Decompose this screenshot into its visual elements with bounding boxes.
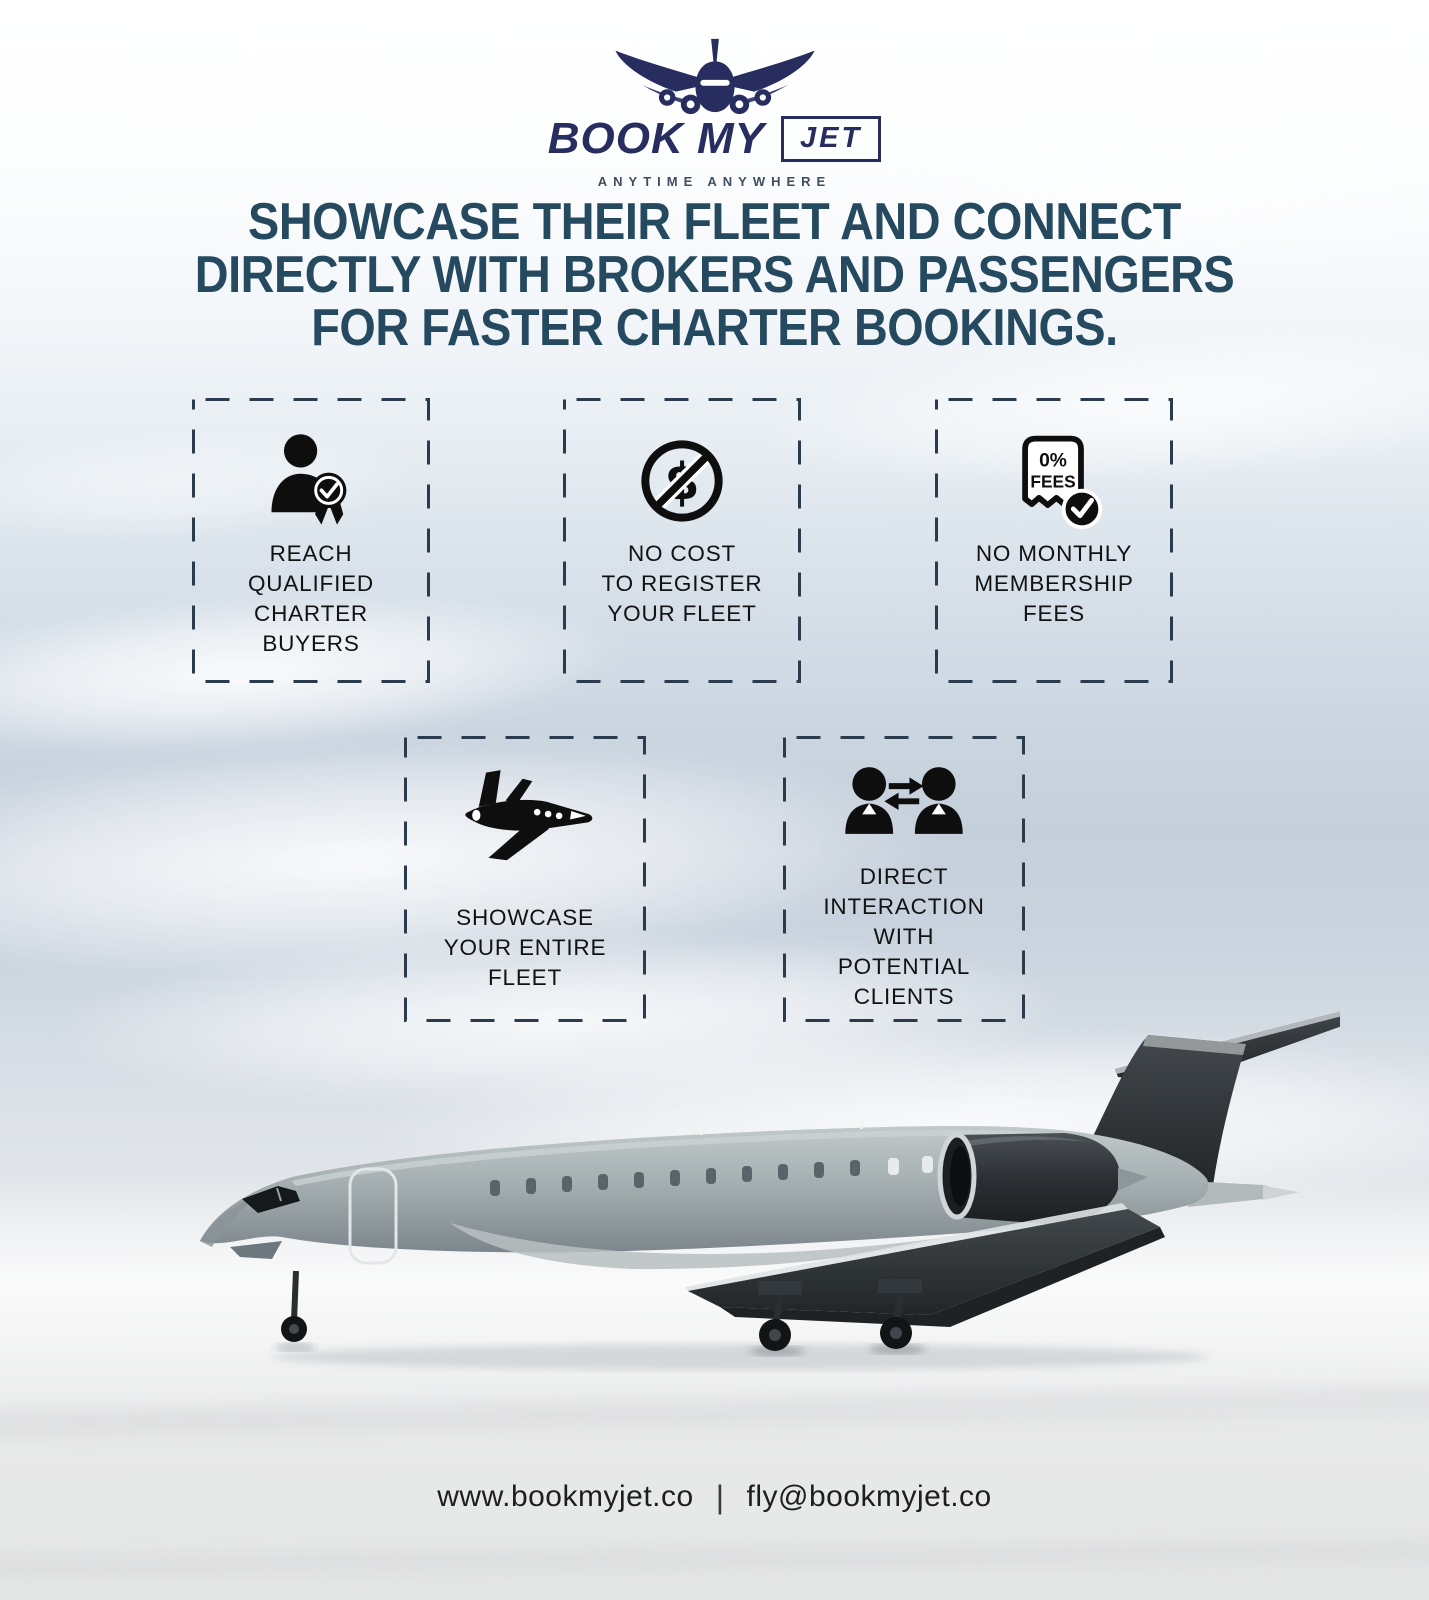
tarmac-streak (0, 1540, 1429, 1578)
no-cost-icon: $ (641, 439, 723, 522)
brand-text: BOOK MY (547, 114, 766, 163)
receipt-fees-text: FEES (1030, 471, 1075, 491)
feature-label: NO MONTHLY MEMBERSHIP FEES (974, 541, 1134, 626)
footer-email: fly@bookmyjet.co (746, 1480, 992, 1513)
zero-fees-receipt-icon: 0% FEES (1022, 435, 1103, 529)
dashed-border (192, 398, 430, 683)
feature-box-reach-buyers: REACH QUALIFIED CHARTER BUYERS (192, 398, 430, 683)
footer: www.bookmyjet.co | fly@bookmyjet.co (0, 1472, 1429, 1522)
client-interaction-icon (845, 767, 963, 834)
dashed-border (783, 736, 1025, 1022)
headline-line-3: FOR FASTER CHARTER BOOKINGS. (311, 299, 1118, 357)
qualified-buyer-badge-icon (271, 433, 347, 525)
dashed-border (935, 398, 1173, 683)
brand-tagline: ANYTIME ANYWHERE (597, 174, 832, 189)
dashed-border (563, 398, 801, 683)
brand-boxed-text: JET (781, 116, 882, 162)
dashed-border (404, 736, 646, 1022)
feature-label: REACH QUALIFIED CHARTER BUYERS (248, 541, 374, 656)
feature-box-showcase-fleet: SHOWCASE YOUR ENTIRE FLEET (404, 736, 646, 1022)
feature-box-no-fees: 0% FEES NO MONTHLY MEMBERSHIP FEES (935, 398, 1173, 683)
headline-line-2: DIRECTLY WITH BROKERS AND PASSENGERS (194, 246, 1235, 304)
footer-website: www.bookmyjet.co (437, 1480, 694, 1513)
headline-line-1: SHOWCASE THEIR FLEET AND CONNECT (248, 193, 1181, 251)
page-title: SHOWCASE THEIR FLEET AND CONNECT DIRECTL… (71, 196, 1357, 355)
feature-label: DIRECT INTERACTION WITH POTENTIAL CLIENT… (823, 864, 985, 1009)
airplane-front-logo-icon (614, 38, 815, 115)
brand-wordmark: BOOK MY JET (547, 114, 882, 164)
jet-photo (200, 1011, 1340, 1370)
feature-box-direct-interaction: DIRECT INTERACTION WITH POTENTIAL CLIENT… (783, 736, 1025, 1022)
feature-label: SHOWCASE YOUR ENTIRE FLEET (443, 905, 607, 990)
jet-icon (465, 770, 593, 861)
feature-box-no-cost: $ NO COST TO REGISTER YOUR FLEET (563, 398, 801, 683)
feature-label: NO COST TO REGISTER YOUR FLEET (601, 541, 763, 626)
footer-separator: | (715, 1478, 725, 1515)
logo: BOOK MY JET ANYTIME ANYWHERE (0, 36, 1429, 189)
receipt-percent-text: 0% (1039, 450, 1067, 471)
